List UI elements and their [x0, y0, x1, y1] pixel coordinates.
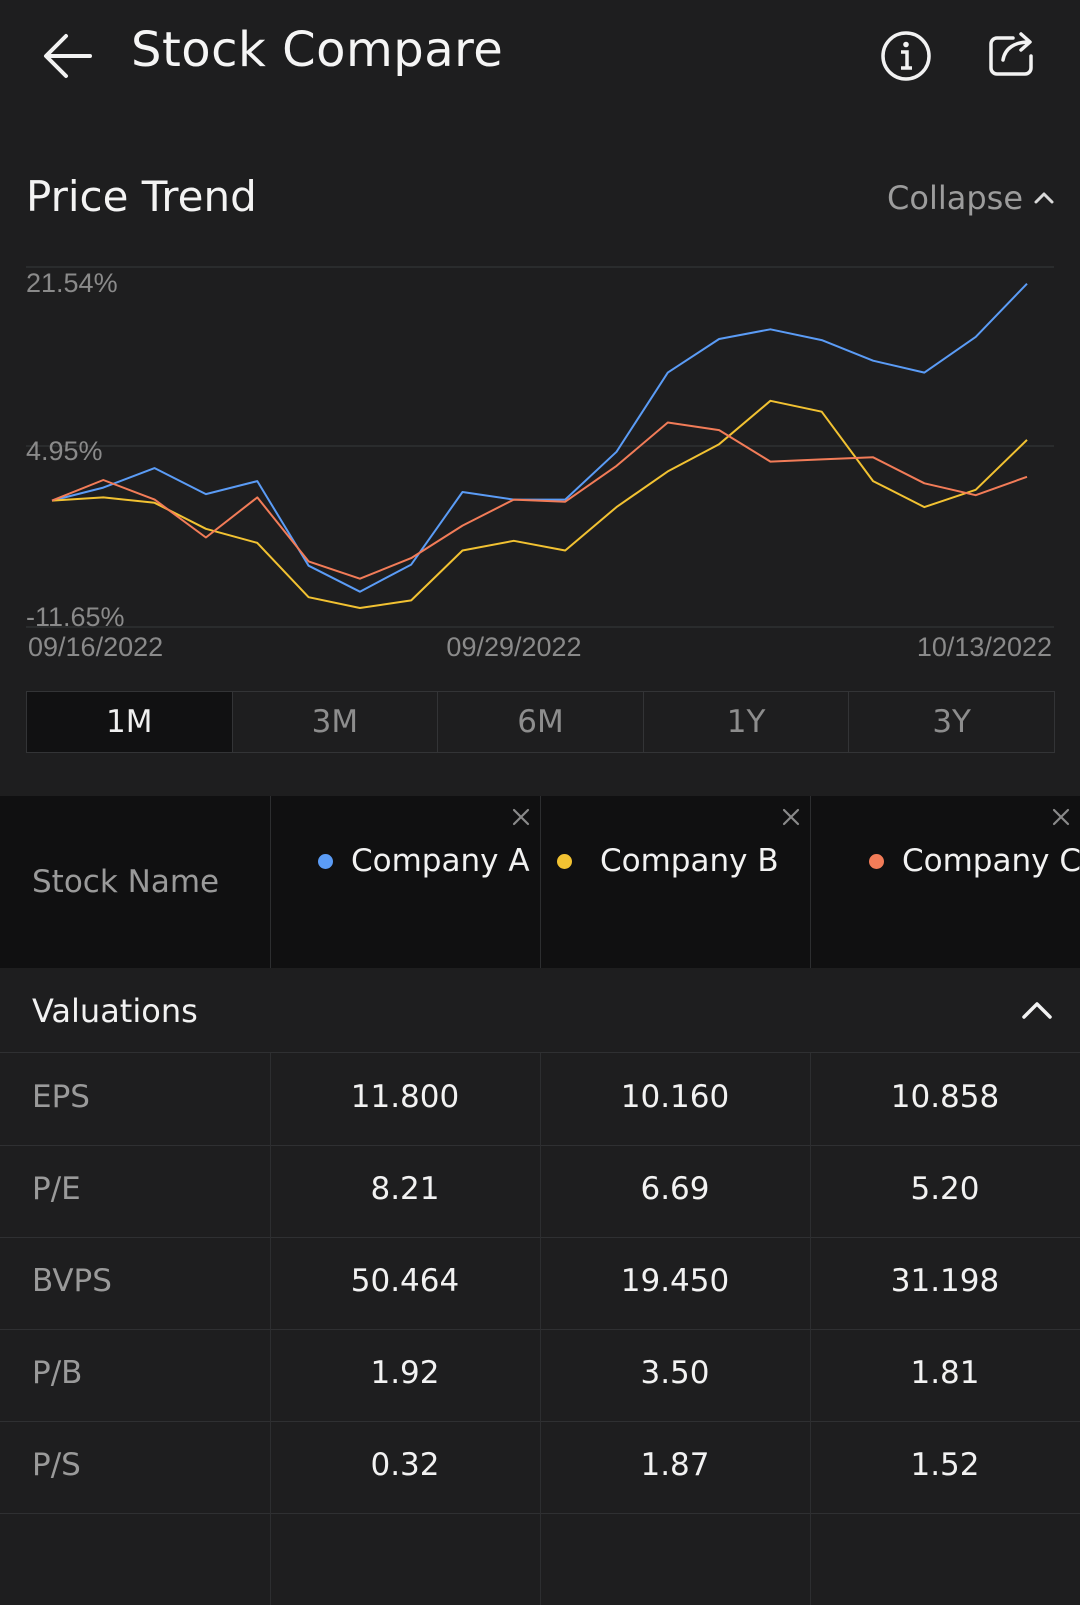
table-cell: 0.32	[370, 1447, 440, 1483]
table-row-bvps: BVPS 50.464 19.450 31.198	[0, 1237, 1080, 1330]
company-name: Company B	[600, 843, 779, 879]
table-cell: 3.50	[640, 1355, 710, 1391]
table-cell: 6.69	[640, 1171, 710, 1207]
table-cell: 10.858	[890, 1079, 1000, 1115]
series-dot	[318, 853, 333, 869]
table-row-ps: P/S 0.32 1.87 1.52	[0, 1421, 1080, 1514]
table-cell: 1.92	[370, 1355, 440, 1391]
row-label: P/E	[32, 1171, 81, 1207]
row-label: BVPS	[32, 1263, 112, 1299]
info-button[interactable]	[880, 30, 932, 82]
table-cell: 1.52	[910, 1447, 980, 1483]
share-button[interactable]	[985, 28, 1037, 80]
row-label: P/S	[32, 1447, 81, 1483]
valuations-label: Valuations	[32, 992, 198, 1030]
table-cell: 1.81	[910, 1355, 980, 1391]
company-c-header: Company C	[869, 841, 1080, 881]
table-row-partial	[0, 1513, 1080, 1605]
tab-6m[interactable]: 6M	[437, 691, 644, 753]
chevron-up-icon	[1034, 192, 1054, 204]
tab-1y[interactable]: 1Y	[642, 691, 850, 753]
company-b-header: Company B	[557, 841, 779, 881]
series-line-company-a	[51, 283, 1028, 593]
row-label: P/B	[32, 1355, 83, 1391]
table-cell: 19.450	[620, 1263, 730, 1299]
y-tick-label: -11.65%	[26, 602, 125, 632]
tab-3m[interactable]: 3M	[231, 691, 439, 753]
y-tick-label: 21.54%	[26, 268, 118, 298]
back-button[interactable]	[40, 28, 100, 84]
chevron-up-icon[interactable]	[1018, 996, 1056, 1024]
x-tick-label: 09/16/2022	[28, 632, 163, 662]
info-icon	[881, 31, 931, 81]
tab-3y[interactable]: 3Y	[848, 691, 1055, 753]
company-a-header: Company A	[318, 841, 530, 881]
row-label: EPS	[32, 1079, 90, 1115]
share-icon	[989, 32, 1033, 76]
remove-company-b-icon[interactable]	[780, 806, 802, 828]
arrow-left-icon	[44, 34, 92, 78]
collapse-button[interactable]: Collapse	[870, 176, 1055, 220]
company-name: Company C	[902, 843, 1080, 879]
remove-company-a-icon[interactable]	[510, 806, 532, 828]
remove-company-c-icon[interactable]	[1050, 806, 1072, 828]
table-row-pb: P/B 1.92 3.50 1.81	[0, 1329, 1080, 1422]
page-title: Stock Compare	[131, 22, 504, 78]
table-row-pe: P/E 8.21 6.69 5.20	[0, 1145, 1080, 1238]
collapse-label: Collapse	[887, 179, 1023, 217]
y-tick-label: 4.95%	[26, 436, 103, 466]
stock-header-row	[0, 796, 1080, 968]
series-line-company-c	[51, 421, 1028, 580]
section-title-price-trend: Price Trend	[26, 172, 257, 221]
series-dot	[557, 853, 572, 869]
x-tick-label: 09/29/2022	[446, 632, 581, 662]
table-cell: 5.20	[910, 1171, 980, 1207]
price-trend-chart[interactable]: 21.54% 4.95% -11.65% 09/16/2022 09/29/20…	[0, 250, 1080, 670]
stock-name-label: Stock Name	[32, 864, 220, 900]
tab-1m[interactable]: 1M	[26, 691, 233, 753]
company-name: Company A	[351, 843, 530, 879]
table-cell: 8.21	[370, 1171, 440, 1207]
series-dot	[869, 853, 884, 869]
table-cell: 31.198	[890, 1263, 1000, 1299]
series-line-company-b	[51, 399, 1028, 609]
table-cell: 50.464	[350, 1263, 460, 1299]
table-cell: 10.160	[620, 1079, 730, 1115]
x-tick-label: 10/13/2022	[917, 632, 1052, 662]
valuations-section-header[interactable]	[0, 968, 1080, 1053]
table-cell: 11.800	[350, 1079, 460, 1115]
table-cell: 1.87	[640, 1447, 710, 1483]
table-row-eps: EPS 11.800 10.160 10.858	[0, 1053, 1080, 1146]
range-tabs: 1M 3M 6M 1Y 3Y	[26, 691, 1055, 753]
